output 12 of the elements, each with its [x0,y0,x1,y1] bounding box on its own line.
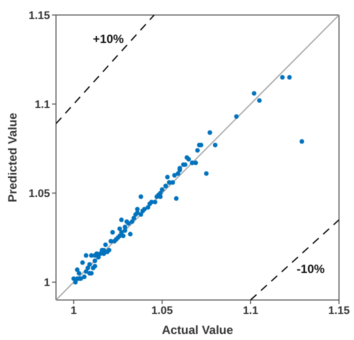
x-tick-label: 1.15 [328,304,350,317]
y-axis-title: Predicted Value [5,112,20,202]
annotation: -10% [296,262,325,276]
x-tick-label: 1 [70,304,77,317]
x-tick-label: 1.1 [242,304,258,317]
y-tick-label: 1.05 [28,188,50,200]
x-axis-title: Actual Value [162,323,234,337]
y-tick-label: 1 [44,277,50,290]
annotation: +10% [92,32,124,46]
y-tick-label: 1.1 [34,98,50,111]
y-tick-label: 1.15 [28,10,50,22]
x-tick-label: 1.05 [151,304,173,317]
